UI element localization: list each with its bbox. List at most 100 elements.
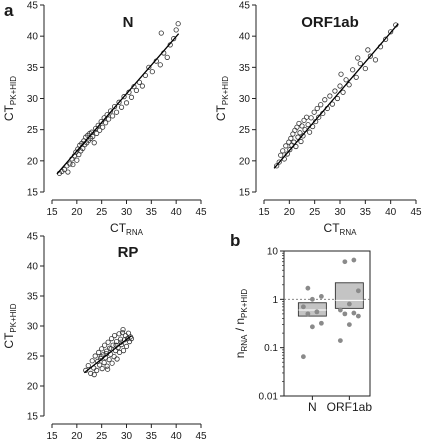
data-point (111, 353, 117, 360)
y-axis-label-sub: PK+HID (221, 76, 230, 105)
y-axis-label-sub2: PK+HID (240, 289, 249, 318)
data-point (173, 27, 179, 33)
y-tick-label: 20 (239, 156, 251, 167)
data-point (158, 30, 164, 36)
data-point (318, 320, 324, 326)
y-tick-label: 35 (27, 63, 39, 74)
y-axis-label: CTPK+HID (2, 76, 18, 121)
x-axis-label: CTRNA (110, 221, 144, 237)
data-point (90, 133, 96, 140)
x-tick-label: 25 (309, 207, 321, 218)
regression-line (273, 23, 399, 169)
y-tick-label: 15 (27, 188, 39, 199)
plot-title: ORF1ab (301, 14, 359, 31)
data-point (111, 332, 118, 339)
data-point (91, 371, 97, 378)
data-point (308, 115, 314, 121)
data-point (306, 129, 313, 135)
y-tick-label: 40 (27, 32, 39, 43)
data-point (149, 69, 155, 75)
data-point (350, 67, 356, 73)
y-axis-label-main: CT (2, 104, 16, 121)
data-point (351, 257, 357, 263)
x-tick-label: 45 (195, 207, 207, 218)
data-point (357, 60, 363, 67)
y-axis-label: nRNA / nPK+HID (233, 289, 249, 359)
data-point (65, 169, 71, 175)
y-axis-label-n1: n (233, 352, 247, 359)
x-tick-label: 15 (258, 207, 270, 218)
data-point (372, 57, 379, 63)
data-point (274, 163, 280, 169)
data-point (97, 362, 103, 368)
x-category-label: ORF1ab (327, 400, 373, 414)
y-tick-label: 20 (27, 382, 39, 393)
y-axis-label: CTPK+HID (214, 76, 230, 121)
x-axis-label-sub: RNA (126, 228, 144, 237)
data-point (111, 104, 118, 110)
data-point (283, 143, 289, 149)
panel-letter-b: b (230, 231, 240, 250)
y-tick-label: 15 (27, 412, 39, 423)
data-point (353, 74, 359, 80)
data-point (280, 148, 286, 154)
data-point (96, 349, 102, 355)
data-point (101, 359, 107, 366)
y-tick-label: 45 (27, 232, 39, 243)
y-tick-label: 25 (27, 352, 39, 363)
y-axis-label-sub: PK+HID (9, 76, 18, 105)
data-point (94, 367, 100, 373)
data-point (116, 99, 122, 105)
x-tick-label: 15 (46, 431, 58, 440)
data-point (318, 102, 324, 108)
data-point (67, 161, 73, 167)
data-point (128, 94, 135, 100)
data-point (316, 114, 322, 120)
data-point (337, 83, 343, 89)
data-point (303, 114, 310, 120)
data-point (309, 296, 315, 302)
y-tick-label: 35 (239, 63, 251, 74)
data-point (104, 348, 110, 354)
data-point (94, 130, 100, 137)
plot-title: N (123, 14, 134, 31)
data-point (355, 313, 361, 319)
data-point (305, 122, 311, 128)
y-tick-label: 25 (27, 125, 39, 136)
data-point (334, 95, 341, 102)
y-tick-label: 15 (239, 188, 251, 199)
data-point (119, 329, 126, 336)
y-tick-label: 0.01 (259, 392, 279, 403)
data-point (118, 104, 125, 110)
x-tick-label: 20 (284, 207, 296, 218)
data-point (171, 36, 177, 42)
x-tick-label: 35 (360, 207, 372, 218)
data-point (355, 288, 361, 294)
data-point (123, 343, 130, 349)
data-point (91, 140, 97, 146)
x-tick-label: 40 (385, 207, 397, 218)
data-point (305, 285, 311, 291)
data-point (311, 109, 317, 115)
data-point (299, 123, 305, 129)
data-point (346, 322, 352, 328)
data-point (293, 143, 299, 150)
regression-line (83, 335, 132, 374)
data-point (300, 354, 306, 360)
data-point (342, 311, 348, 317)
data-point (367, 53, 373, 59)
data-point (314, 105, 320, 112)
data-point (337, 307, 343, 313)
y-tick-label: 30 (27, 322, 39, 333)
x-tick-label: 25 (96, 431, 108, 440)
data-point (164, 54, 170, 60)
y-tick-label: 20 (27, 156, 39, 167)
data-point (105, 366, 111, 372)
y-axis-label-main: CT (214, 104, 228, 121)
data-point (108, 108, 114, 114)
data-point (139, 83, 145, 89)
data-point (332, 88, 338, 94)
